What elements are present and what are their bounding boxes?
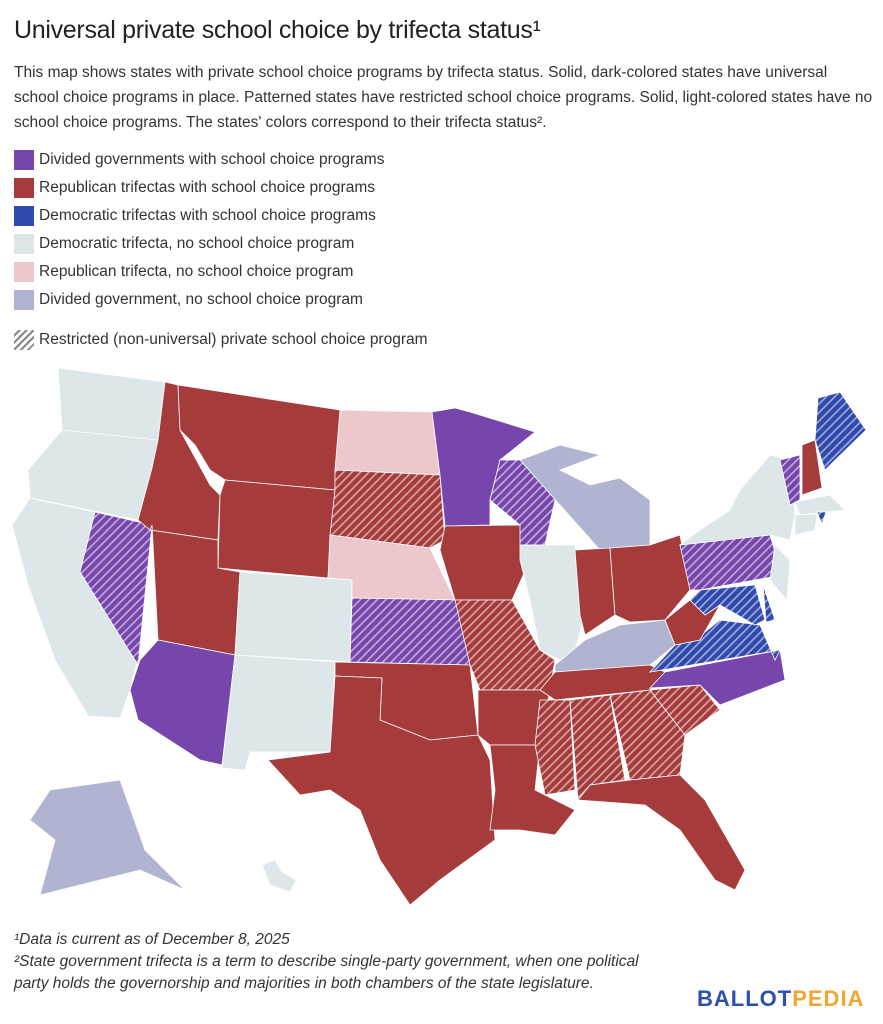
legend-label: Democratic trifectas with school choice … [39,207,376,224]
legend-label: Divided governments with school choice p… [39,151,385,168]
hatch-swatch-icon [14,330,34,350]
legend-item-div-prog: Divided governments with school choice p… [14,146,428,174]
legend-swatch [14,178,34,198]
state-hi[interactable] [261,859,297,893]
legend-label: Republican trifectas with school choice … [39,179,375,196]
legend-item-dem-prog: Democratic trifectas with school choice … [14,202,428,230]
state-ga[interactable] [609,689,686,781]
state-md[interactable] [689,584,766,626]
state-sc[interactable] [649,684,721,736]
state-ks[interactable] [349,597,471,666]
state-ma[interactable] [794,494,846,516]
state-nm[interactable] [221,654,336,771]
state-nh[interactable] [801,439,823,496]
ballotpedia-logo: BALLOTPEDIA [697,986,865,1011]
state-ms[interactable] [534,699,576,796]
state-wy[interactable] [217,479,336,579]
legend-label: Restricted (non-universal) private schoo… [39,331,428,348]
legend-item-rep-none: Republican trifecta, no school choice pr… [14,258,428,286]
us-map [11,367,867,906]
footnote-2: ²State government trifecta is a term to … [14,953,639,992]
legend-swatch [14,234,34,254]
state-sd[interactable] [329,469,446,549]
state-ak[interactable] [29,779,186,896]
legend-item-restricted: Restricted (non-universal) private schoo… [14,326,428,354]
state-me[interactable] [814,391,867,471]
legend-label: Republican trifecta, no school choice pr… [39,263,354,280]
legend-item-rep-prog: Republican trifectas with school choice … [14,174,428,202]
state-mi[interactable] [519,444,651,551]
footnotes: ¹Data is current as of December 8, 2025 … [14,929,664,995]
footnote-1: ¹Data is current as of December 8, 2025 [14,931,290,948]
state-ct[interactable] [794,513,818,536]
state-vt[interactable] [779,454,801,506]
state-tx[interactable] [267,675,496,906]
state-ny[interactable] [678,454,796,546]
legend-label: Divided government, no school choice pro… [39,291,363,308]
state-nc[interactable] [649,649,786,706]
state-ri[interactable] [816,511,827,526]
legend-swatch [14,206,34,226]
legend-swatch [14,150,34,170]
legend-item-div-none: Divided government, no school choice pro… [14,286,428,314]
state-ia[interactable] [439,524,531,601]
state-nj[interactable] [769,544,791,601]
legend-label: Democratic trifecta, no school choice pr… [39,235,355,252]
state-de[interactable] [762,584,776,623]
legend-swatch [14,262,34,282]
state-nd[interactable] [334,409,441,476]
chart-description: This map shows states with private schoo… [14,64,873,131]
state-az[interactable] [129,639,236,766]
state-co[interactable] [234,571,353,663]
chart-title: Universal private school choice by trife… [14,16,541,44]
legend: Divided governments with school choice p… [14,146,428,354]
state-in[interactable] [574,547,616,636]
state-wa[interactable] [57,367,166,441]
legend-item-dem-none: Democratic trifecta, no school choice pr… [14,230,428,258]
legend-swatch [14,290,34,310]
state-fl[interactable] [577,774,746,891]
state-oh[interactable] [609,534,691,623]
